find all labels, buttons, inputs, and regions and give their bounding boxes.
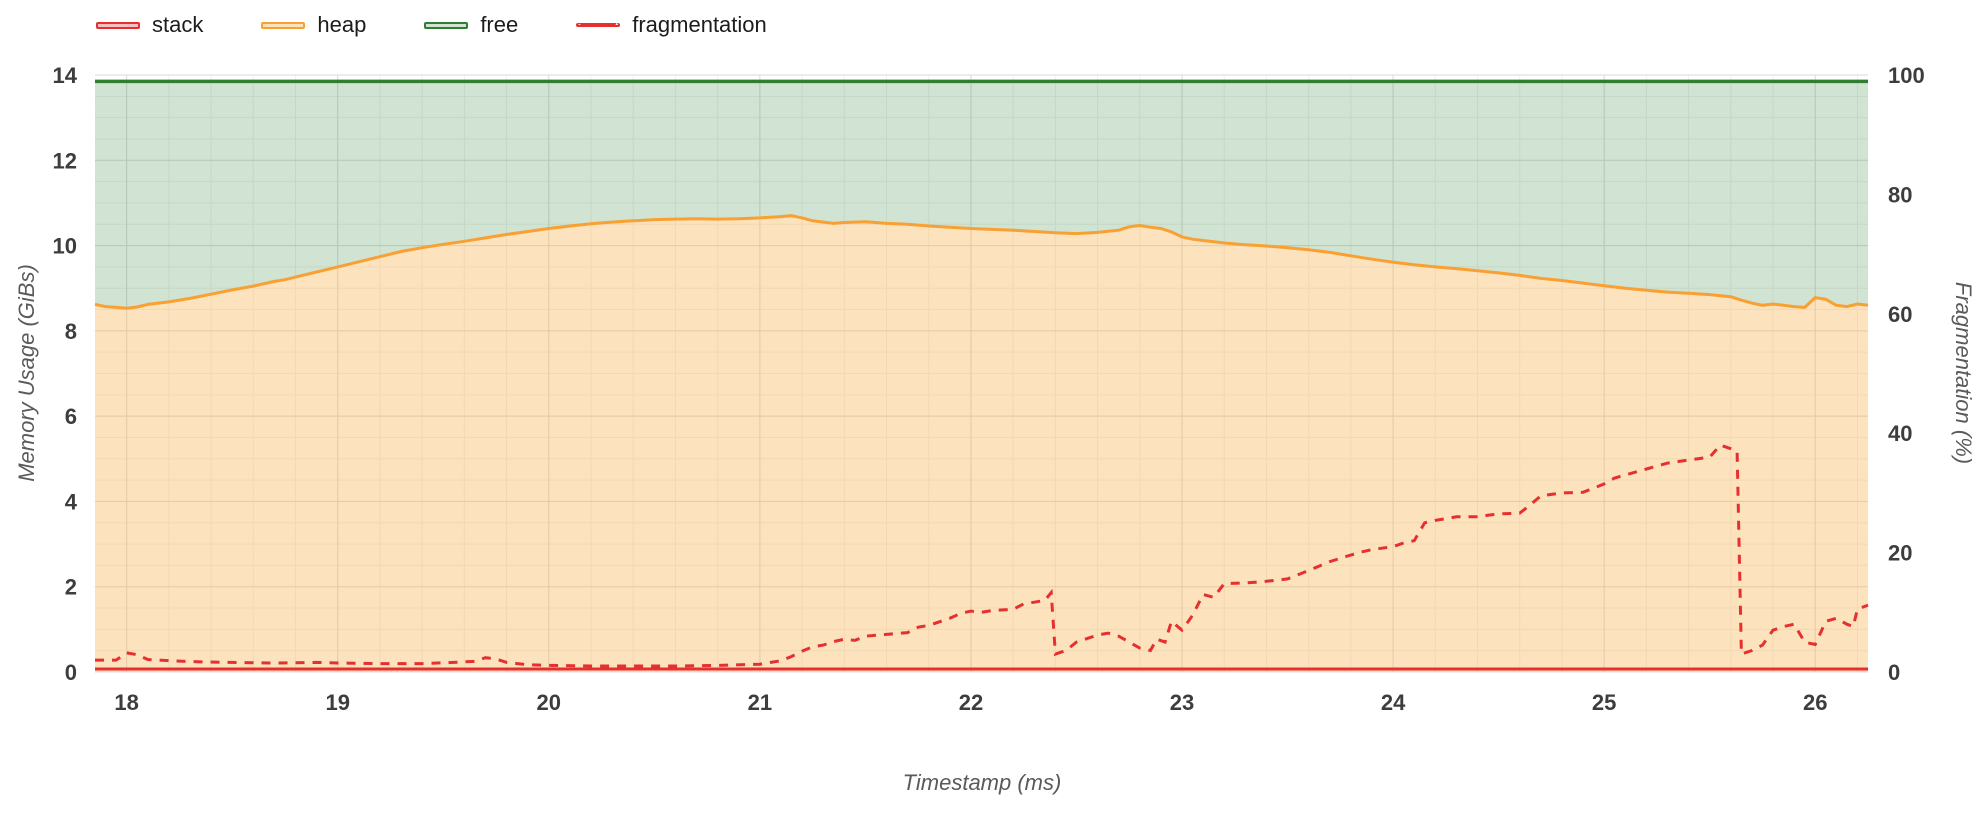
svg-text:20: 20	[1888, 541, 1912, 566]
svg-text:40: 40	[1888, 421, 1912, 446]
svg-text:10: 10	[53, 234, 77, 259]
svg-text:20: 20	[537, 690, 561, 715]
stack-swatch-icon	[96, 21, 140, 29]
x-axis-label: Timestamp (ms)	[903, 770, 1062, 795]
svg-text:0: 0	[1888, 660, 1900, 685]
legend-label-heap: heap	[317, 12, 367, 37]
svg-text:12: 12	[53, 148, 77, 173]
heap-swatch-icon	[261, 21, 306, 29]
legend-item-free[interactable]: free	[424, 14, 518, 36]
y-axis-right-label: Fragmentation (%)	[1951, 282, 1976, 464]
svg-text:0: 0	[65, 660, 77, 685]
svg-text:25: 25	[1592, 690, 1616, 715]
svg-text:100: 100	[1888, 63, 1925, 88]
svg-text:8: 8	[65, 319, 77, 344]
svg-text:6: 6	[65, 404, 77, 429]
svg-text:19: 19	[325, 690, 349, 715]
y-axis-left-label: Memory Usage (GiBs)	[14, 264, 39, 482]
svg-text:80: 80	[1888, 182, 1912, 207]
svg-text:4: 4	[65, 489, 78, 514]
svg-text:60: 60	[1888, 302, 1912, 327]
svg-text:21: 21	[748, 690, 772, 715]
legend-label-free: free	[480, 12, 519, 37]
legend-item-heap[interactable]: heap	[261, 14, 366, 36]
svg-text:14: 14	[53, 63, 78, 88]
legend-item-stack[interactable]: stack	[96, 14, 203, 36]
legend: stack heap free fragmentation	[96, 14, 767, 36]
legend-label-stack: stack	[152, 12, 204, 37]
svg-text:26: 26	[1803, 690, 1827, 715]
svg-text:22: 22	[959, 690, 983, 715]
svg-text:24: 24	[1381, 690, 1406, 715]
legend-label-fragmentation: fragmentation	[632, 12, 767, 37]
svg-text:18: 18	[114, 690, 138, 715]
svg-text:23: 23	[1170, 690, 1194, 715]
fragmentation-swatch-icon	[576, 23, 621, 27]
legend-item-fragmentation[interactable]: fragmentation	[576, 14, 767, 36]
svg-text:2: 2	[65, 575, 77, 600]
free-swatch-icon	[424, 21, 469, 29]
